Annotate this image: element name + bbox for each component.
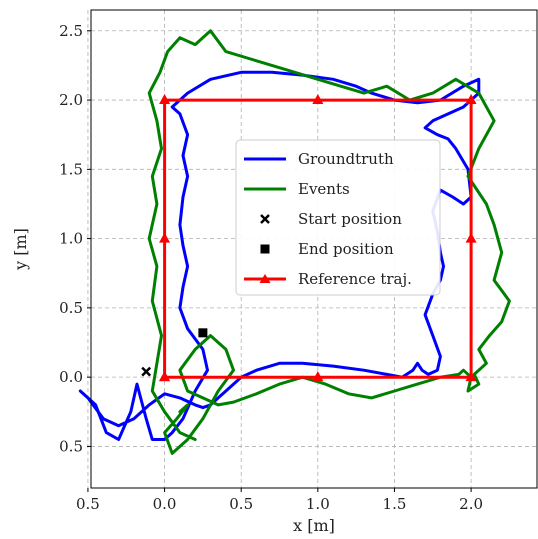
legend-swatch-end bbox=[260, 244, 270, 254]
legend-label-reference: Reference traj. bbox=[298, 270, 412, 288]
legend-box bbox=[235, 139, 441, 296]
marker-layer bbox=[141, 328, 208, 377]
x-tick-label: 2.0 bbox=[459, 495, 483, 513]
end-position-marker bbox=[198, 328, 208, 338]
plot-frame bbox=[90, 9, 538, 489]
x-tick-label: 1.5 bbox=[383, 495, 407, 513]
reference-point bbox=[312, 371, 324, 382]
legend-label-events: Events bbox=[298, 180, 350, 198]
x-tick-label: 0.0 bbox=[153, 495, 177, 513]
legend-label-end: End position bbox=[298, 240, 394, 258]
start-position-marker bbox=[141, 366, 152, 377]
x-tick-label: 0.5 bbox=[76, 495, 100, 513]
legend-swatch-reference-marker bbox=[259, 274, 271, 283]
legend-label-groundtruth: Groundtruth bbox=[298, 150, 394, 168]
x-axis-label: x [m] bbox=[293, 516, 335, 535]
reference-point bbox=[465, 232, 477, 243]
ticks: 0.5 0.0 0.5 1.0 1.5 2.0 0.5 0.0 0.5 1.0 1.5 2.0 2.5 bbox=[59, 22, 483, 513]
x-tick-label: 0.5 bbox=[229, 495, 253, 513]
reference-point bbox=[159, 232, 171, 243]
reference-point bbox=[465, 94, 477, 105]
y-tick-label: 0.5 bbox=[59, 299, 83, 317]
reference-point bbox=[159, 371, 171, 382]
legend-label-start: Start position bbox=[298, 210, 402, 228]
reference-point bbox=[159, 94, 171, 105]
reference-point bbox=[312, 94, 324, 105]
x-tick-label: 1.0 bbox=[306, 495, 330, 513]
legend-swatch-start bbox=[260, 214, 270, 224]
y-tick-label: 2.5 bbox=[59, 22, 83, 40]
legend: Groundtruth Events Start position End po… bbox=[235, 139, 441, 296]
y-tick-label: 1.0 bbox=[59, 230, 83, 248]
y-tick-label: 0.5 bbox=[59, 437, 83, 455]
y-tick-label: 1.5 bbox=[59, 160, 83, 178]
reference-point bbox=[465, 371, 477, 382]
y-axis-label: y [m] bbox=[11, 228, 30, 271]
y-tick-label: 0.0 bbox=[59, 368, 83, 386]
y-tick-label: 2.0 bbox=[59, 91, 83, 109]
